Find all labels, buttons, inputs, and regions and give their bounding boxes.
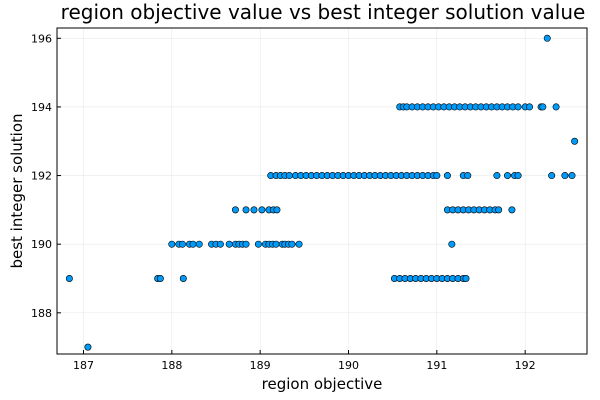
y-tick-label: 190 [31, 238, 52, 251]
scatter-point [242, 206, 250, 214]
scatter-point [189, 240, 197, 248]
scatter-point [288, 240, 296, 248]
y-tick-label: 194 [31, 101, 52, 114]
scatter-point [242, 240, 250, 248]
scatter-point [258, 206, 266, 214]
y-tick-label: 192 [31, 170, 52, 183]
scatter-point [568, 172, 576, 180]
scatter-point [539, 103, 547, 111]
scatter-point [433, 172, 441, 180]
scatter-point [272, 240, 280, 248]
scatter-point [462, 275, 470, 283]
x-tick-label: 188 [161, 359, 182, 372]
scatter-point [448, 240, 456, 248]
scatter-point [178, 240, 186, 248]
scatter-point [179, 275, 187, 283]
grid [57, 28, 587, 354]
scatter-point [273, 206, 281, 214]
x-tick-label: 192 [515, 359, 536, 372]
scatter-point [168, 240, 176, 248]
scatter-point [65, 275, 73, 283]
scatter-point [285, 172, 293, 180]
scatter-point [514, 172, 522, 180]
scatter-point [543, 34, 551, 42]
scatter-point [548, 172, 556, 180]
scatter-point [514, 103, 522, 111]
y-axis: 188 190 192 194 196 [31, 32, 61, 320]
y-tick-label: 188 [31, 307, 52, 320]
scatter-point [508, 206, 516, 214]
scatter-point [195, 240, 203, 248]
scatter-point [254, 240, 262, 248]
scatter-point [225, 240, 233, 248]
x-axis: 187 188 189 190 191 192 [73, 350, 536, 372]
x-tick-label: 187 [73, 359, 94, 372]
scatter-point [561, 172, 569, 180]
chart-title: region objective value vs best integer s… [61, 0, 586, 24]
y-tick-label: 196 [31, 32, 52, 45]
scatter-point [495, 206, 503, 214]
scatter-point [250, 206, 258, 214]
x-axis-label: region objective [262, 375, 383, 393]
scatter-point [552, 103, 560, 111]
x-tick-label: 191 [426, 359, 447, 372]
y-axis-label: best integer solution [8, 113, 26, 268]
scatter-point [156, 275, 164, 283]
scatter-point [464, 172, 472, 180]
x-tick-label: 190 [338, 359, 359, 372]
scatter-point [571, 137, 579, 145]
scatter-point [216, 240, 224, 248]
plot-frame [56, 27, 588, 355]
scatter-points [65, 34, 579, 351]
scatter-point [493, 172, 501, 180]
x-tick-label: 189 [250, 359, 271, 372]
scatter-point [231, 206, 239, 214]
scatter-point [443, 172, 451, 180]
scatter-point [84, 343, 92, 351]
scatter-point [526, 103, 534, 111]
scatter-point [295, 240, 303, 248]
scatter-point [503, 172, 511, 180]
